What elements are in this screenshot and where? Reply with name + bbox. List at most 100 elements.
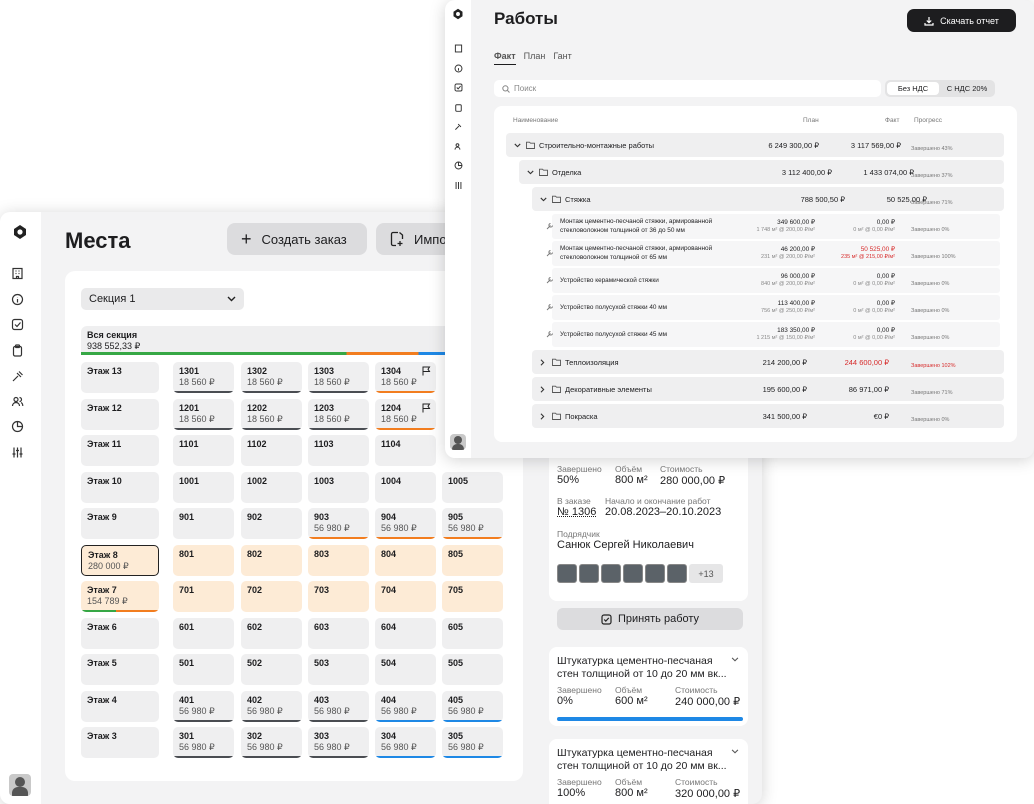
- unit-cell[interactable]: 505: [442, 654, 503, 685]
- unit-cell[interactable]: 401 56 980 ₽: [173, 690, 234, 722]
- work-item-row[interactable]: Монтаж цементно-песчаной стяжки, армиров…: [546, 241, 1000, 266]
- more-photos-button[interactable]: +13: [689, 564, 723, 583]
- clipboard-icon[interactable]: [454, 103, 463, 112]
- pie-chart-icon[interactable]: [11, 420, 24, 433]
- unit-cell[interactable]: 803: [308, 544, 369, 576]
- order-number-link[interactable]: № 1306: [557, 506, 597, 518]
- sliders-icon[interactable]: [11, 446, 24, 459]
- unit-cell[interactable]: 801: [173, 544, 234, 576]
- unit-cell[interactable]: 301 56 980 ₽: [173, 727, 234, 758]
- chevron-down-icon[interactable]: [527, 160, 534, 184]
- unit-cell[interactable]: 904 56 980 ₽: [375, 508, 436, 539]
- app-logo-icon[interactable]: [450, 6, 466, 22]
- hammer-icon[interactable]: [454, 122, 463, 131]
- photo-thumb[interactable]: [623, 564, 643, 583]
- unit-cell[interactable]: 902: [241, 508, 302, 539]
- chevron-down-icon[interactable]: [514, 133, 521, 157]
- unit-cell[interactable]: 1204 18 560 ₽: [375, 398, 436, 430]
- work-item-row[interactable]: Устройство керамической стяжки 96 000,00…: [546, 268, 1000, 293]
- unit-cell[interactable]: 602: [241, 617, 302, 649]
- floor-cell[interactable]: Этаж 3: [81, 727, 159, 758]
- info-icon[interactable]: [11, 293, 24, 306]
- chevron-right-icon[interactable]: [540, 350, 545, 374]
- unit-cell[interactable]: 704: [375, 581, 436, 612]
- checkbox-icon[interactable]: [454, 83, 463, 92]
- floor-cell[interactable]: Этаж 4: [81, 690, 159, 722]
- unit-cell[interactable]: 1003: [308, 471, 369, 503]
- unit-cell[interactable]: 603: [308, 617, 369, 649]
- photo-thumbnails[interactable]: +13: [557, 564, 723, 583]
- checkbox-icon[interactable]: [11, 318, 24, 331]
- info-icon[interactable]: [454, 64, 463, 73]
- unit-cell[interactable]: 1303 18 560 ₽: [308, 362, 369, 393]
- flag-icon[interactable]: [422, 366, 431, 376]
- work-item-row[interactable]: Монтаж цементно-песчаной стяжки, армиров…: [546, 214, 1000, 239]
- unit-cell[interactable]: 1005: [442, 471, 503, 503]
- unit-cell[interactable]: 903 56 980 ₽: [308, 508, 369, 539]
- unit-cell[interactable]: 503: [308, 654, 369, 685]
- vat-off-option[interactable]: Без НДС: [887, 82, 939, 95]
- tab-plan[interactable]: План: [523, 51, 546, 61]
- unit-cell[interactable]: 1203 18 560 ₽: [308, 398, 369, 430]
- floor-cell[interactable]: Этаж 11: [81, 435, 159, 466]
- unit-cell[interactable]: 802: [241, 544, 302, 576]
- unit-cell[interactable]: 1103: [308, 435, 369, 466]
- chevron-down-icon[interactable]: [731, 749, 739, 754]
- unit-cell[interactable]: 304 56 980 ₽: [375, 727, 436, 758]
- flag-icon[interactable]: [422, 403, 431, 413]
- unit-cell[interactable]: 1102: [241, 435, 302, 466]
- pie-chart-icon[interactable]: [454, 161, 463, 170]
- unit-cell[interactable]: 1302 18 560 ₽: [241, 362, 302, 393]
- floor-cell[interactable]: Этаж 12: [81, 398, 159, 430]
- clipboard-icon[interactable]: [11, 344, 24, 357]
- work-group-row[interactable]: Декоративные элементы 195 600,00 ₽ 86 97…: [532, 377, 1004, 401]
- unit-cell[interactable]: 404 56 980 ₽: [375, 690, 436, 722]
- photo-thumb[interactable]: [645, 564, 665, 583]
- unit-cell[interactable]: 504: [375, 654, 436, 685]
- floor-cell[interactable]: Этаж 7 154 789 ₽: [81, 581, 159, 612]
- photo-thumb[interactable]: [667, 564, 687, 583]
- unit-cell[interactable]: 305 56 980 ₽: [442, 727, 503, 758]
- unit-cell[interactable]: 701: [173, 581, 234, 612]
- unit-cell[interactable]: 1104: [375, 435, 436, 466]
- work-group-row[interactable]: Отделка 3 112 400,00 ₽ 1 433 074,00 ₽ За…: [519, 160, 1004, 184]
- chevron-right-icon[interactable]: [540, 404, 545, 428]
- users-icon[interactable]: [11, 395, 24, 408]
- chevron-right-icon[interactable]: [540, 377, 545, 401]
- unit-cell[interactable]: 502: [241, 654, 302, 685]
- accept-work-button[interactable]: Принять работу: [557, 608, 743, 630]
- users-icon[interactable]: [454, 142, 463, 151]
- unit-cell[interactable]: 1004: [375, 471, 436, 503]
- unit-cell[interactable]: 1201 18 560 ₽: [173, 398, 234, 430]
- unit-cell[interactable]: 303 56 980 ₽: [308, 727, 369, 758]
- tab-fact[interactable]: Факт: [494, 51, 516, 65]
- floor-cell[interactable]: Этаж 8 280 000 ₽: [81, 544, 159, 576]
- unit-cell[interactable]: 405 56 980 ₽: [442, 690, 503, 722]
- unit-cell[interactable]: 1001: [173, 471, 234, 503]
- unit-cell[interactable]: 1002: [241, 471, 302, 503]
- work-item-row[interactable]: Устройство полусухой стяжки 45 мм 183 35…: [546, 322, 1000, 347]
- search-input[interactable]: Поиск: [494, 80, 881, 97]
- unit-cell[interactable]: 804: [375, 544, 436, 576]
- unit-cell[interactable]: 702: [241, 581, 302, 612]
- app-logo-icon[interactable]: [9, 221, 31, 243]
- unit-cell[interactable]: 601: [173, 617, 234, 649]
- user-avatar[interactable]: [450, 434, 466, 450]
- work-item-row[interactable]: Устройство полусухой стяжки 40 мм 113 40…: [546, 295, 1000, 320]
- unit-cell[interactable]: 302 56 980 ₽: [241, 727, 302, 758]
- download-report-button[interactable]: Скачать отчет: [907, 9, 1016, 32]
- unit-cell[interactable]: 705: [442, 581, 503, 612]
- photo-thumb[interactable]: [579, 564, 599, 583]
- work-group-row[interactable]: Теплоизоляция 214 200,00 ₽ 244 600,00 ₽ …: [532, 350, 1004, 374]
- vat-20-option[interactable]: С НДС 20%: [946, 84, 988, 93]
- sliders-icon[interactable]: [454, 181, 463, 190]
- photo-thumb[interactable]: [557, 564, 577, 583]
- unit-cell[interactable]: 1101: [173, 435, 234, 466]
- unit-cell[interactable]: 901: [173, 508, 234, 539]
- building-icon[interactable]: [11, 267, 24, 280]
- order-card[interactable]: Штукатурка цементно-песчаная стен толщин…: [549, 739, 748, 804]
- floor-cell[interactable]: Этаж 6: [81, 617, 159, 649]
- unit-cell[interactable]: 501: [173, 654, 234, 685]
- work-group-row[interactable]: Строительно-монтажные работы 6 249 300,0…: [506, 133, 1004, 157]
- unit-cell[interactable]: 604: [375, 617, 436, 649]
